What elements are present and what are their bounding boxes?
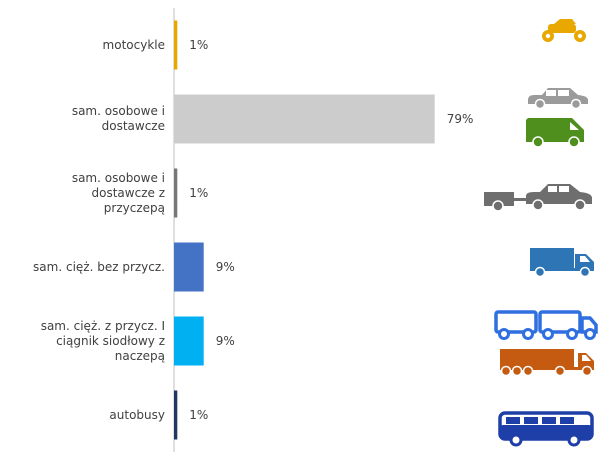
category-label-line: sam. cięż. z przycz. I [40, 318, 165, 333]
data-label: 9% [216, 334, 235, 348]
bar [174, 20, 178, 70]
data-label: 1% [189, 38, 208, 52]
category-label: sam. cięż. bez przycz. [0, 260, 165, 275]
category-label-line: autobusy [109, 407, 165, 422]
category-label-line: ciągnik siodłowy z [56, 333, 165, 348]
data-label: 9% [216, 260, 235, 274]
category-label: sam. osobowe i dostawcze z przyczepą [0, 171, 165, 216]
data-label: 1% [189, 408, 208, 422]
bar [174, 94, 435, 144]
category-label: autobusy [0, 408, 165, 423]
category-label-line: przyczepą [103, 200, 165, 215]
category-label-line: sam. cięż. bez przycz. [33, 259, 165, 274]
data-label: 79% [447, 112, 474, 126]
category-label-line: dostawcze [101, 119, 165, 133]
car-icon [528, 88, 588, 110]
category-label-line: sam. osobowe i [71, 170, 165, 185]
data-label: 1% [189, 186, 208, 200]
bar [174, 168, 178, 218]
truck-icon [530, 248, 594, 278]
category-label-line: motocykle [102, 37, 165, 52]
bus-icon [498, 411, 594, 447]
truck-with-trailer-icon [494, 310, 598, 340]
car-with-trailer-icon [484, 184, 592, 212]
motorcycle-icon [542, 19, 586, 42]
category-label-line: dostawcze z [91, 185, 165, 200]
tractor-semitrailer-icon [500, 349, 594, 377]
bar [174, 242, 204, 292]
category-label: sam. osobowe i dostawcze [0, 104, 165, 134]
bar [174, 390, 178, 440]
van-icon [526, 118, 584, 148]
category-label: motocykle [0, 38, 165, 53]
category-label-line: sam. osobowe i [71, 104, 165, 118]
category-label-line: naczepą [114, 348, 165, 363]
bar [174, 316, 204, 366]
